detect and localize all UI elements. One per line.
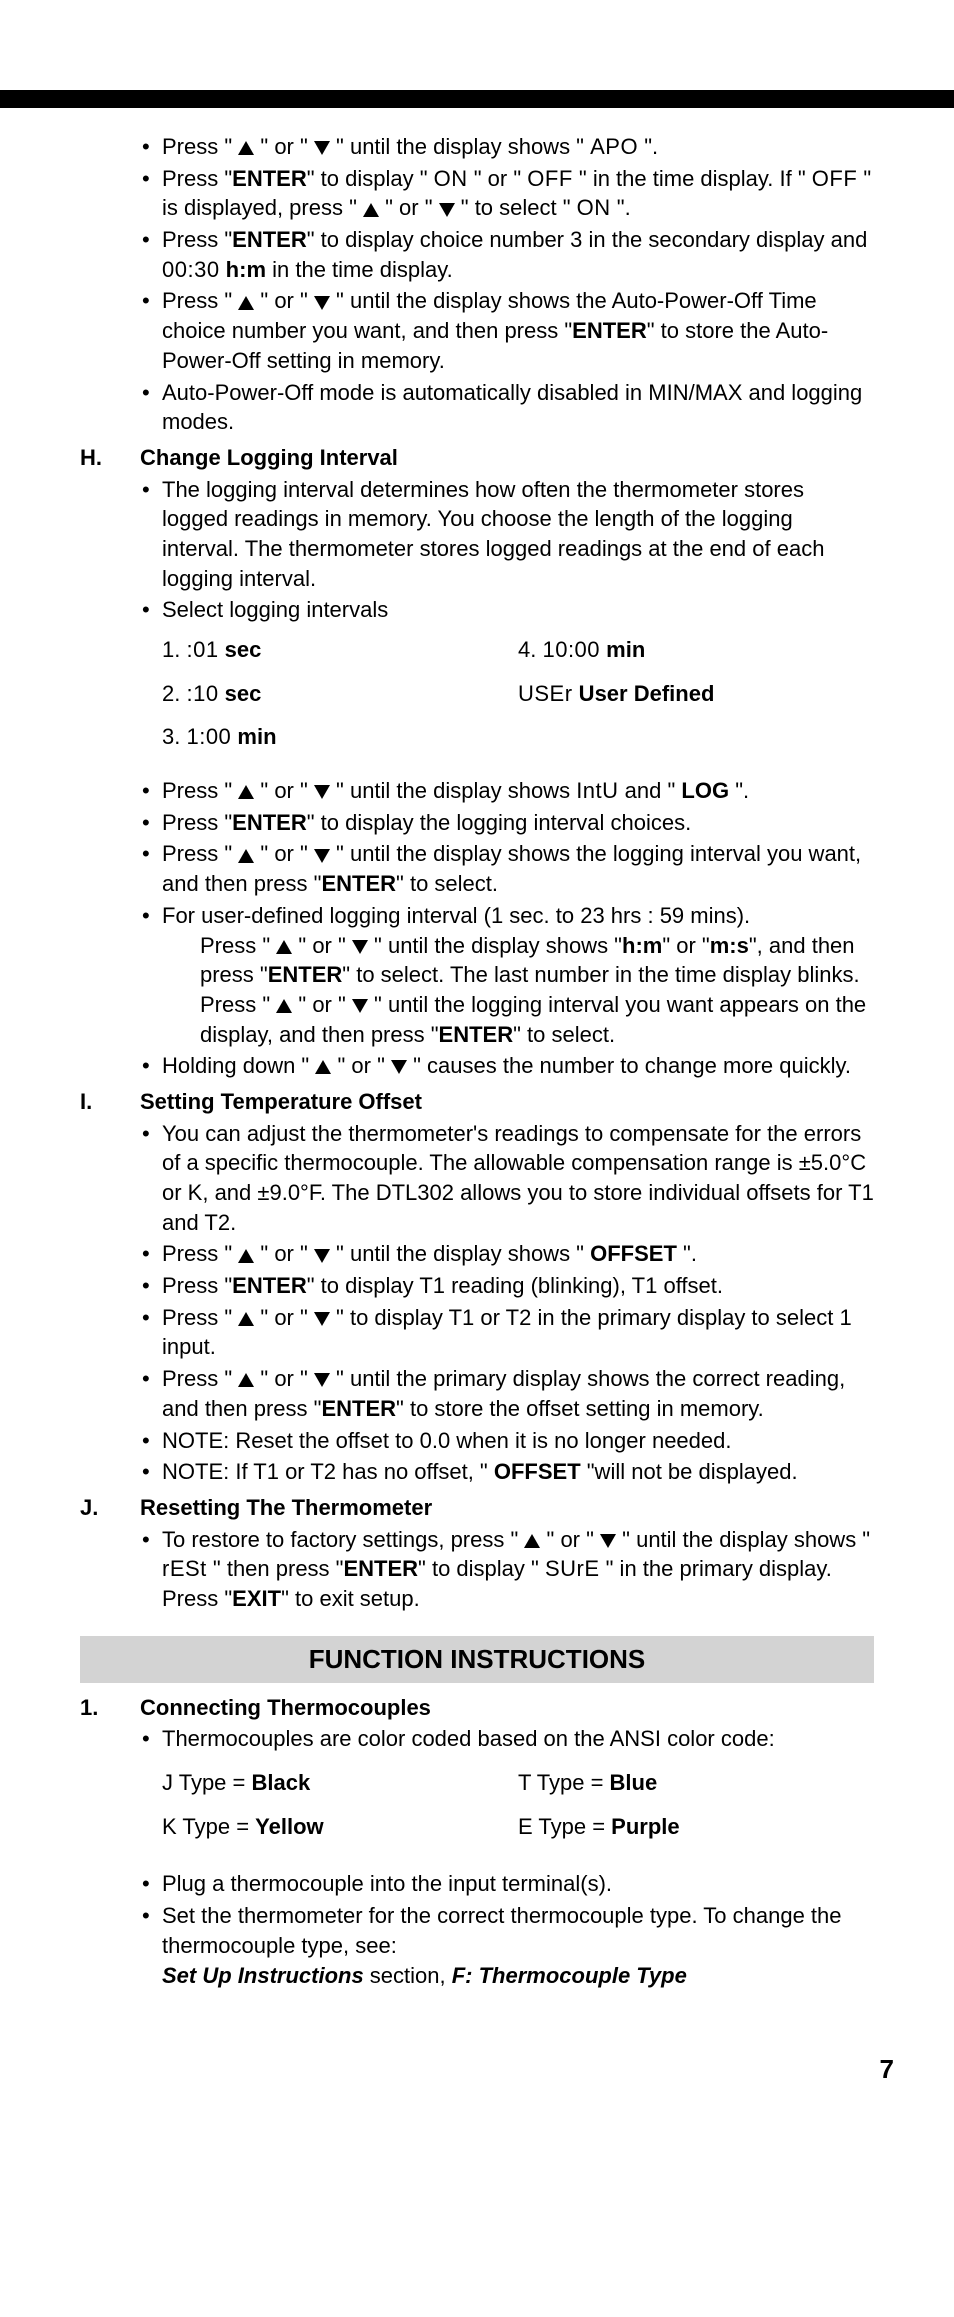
section-title: Resetting The Thermometer <box>140 1493 874 1523</box>
up-icon <box>238 296 254 310</box>
up-icon <box>276 999 292 1013</box>
section-banner: FUNCTION INSTRUCTIONS <box>80 1636 874 1683</box>
bullet: Holding down " " or " " causes the numbe… <box>162 1051 874 1081</box>
bullet: Press "ENTER" to display the logging int… <box>162 808 874 838</box>
up-icon <box>238 849 254 863</box>
section-letter: H. <box>80 443 140 1083</box>
section-letter: J. <box>80 1493 140 1616</box>
up-icon <box>363 203 379 217</box>
down-icon <box>391 1060 407 1074</box>
down-icon <box>439 203 455 217</box>
up-icon <box>315 1060 331 1074</box>
bullet: Press "ENTER" to display T1 reading (bli… <box>162 1271 874 1301</box>
bullet: The logging interval determines how ofte… <box>162 475 874 594</box>
bullet: Press " " or " " until the primary displ… <box>162 1364 874 1423</box>
down-icon <box>314 785 330 799</box>
bullet: Thermocouples are color coded based on t… <box>162 1724 874 1754</box>
bullet: Press " " or " " until the display shows… <box>162 286 874 375</box>
interval-table: 1. :01 sec 2. :10 sec 3. 1:00 min 4. 10:… <box>140 635 874 766</box>
down-icon <box>314 849 330 863</box>
bullet: To restore to factory settings, press " … <box>162 1525 874 1614</box>
up-icon <box>238 141 254 155</box>
bullet: NOTE: If T1 or T2 has no offset, " OFFSE… <box>162 1457 874 1487</box>
bullet: Set the thermometer for the correct ther… <box>162 1901 874 1990</box>
up-icon <box>238 1373 254 1387</box>
bullet: Press " " or " " until the display shows… <box>162 776 874 806</box>
section-number: 1. <box>80 1693 140 1993</box>
down-icon <box>352 940 368 954</box>
up-icon <box>276 940 292 954</box>
section-letter: I. <box>80 1087 140 1489</box>
section-title: Connecting Thermocouples <box>140 1693 874 1723</box>
thermocouple-table: J Type = Black K Type = Yellow T Type = … <box>140 1768 874 1855</box>
bullet: Press " " or " " until the display shows… <box>162 132 874 162</box>
down-icon <box>352 999 368 1013</box>
down-icon <box>314 296 330 310</box>
down-icon <box>314 1249 330 1263</box>
bullet: For user-defined logging interval (1 sec… <box>162 901 874 1049</box>
bullet: Press " " or " " until the display shows… <box>162 839 874 898</box>
down-icon <box>314 1373 330 1387</box>
section-title: Setting Temperature Offset <box>140 1087 874 1117</box>
up-icon <box>524 1534 540 1548</box>
bullet: Press " " or " " until the display shows… <box>162 1239 874 1269</box>
down-icon <box>600 1534 616 1548</box>
page-number: 7 <box>0 2022 954 2127</box>
section-title: Change Logging Interval <box>140 443 874 473</box>
up-icon <box>238 1312 254 1326</box>
bullet: Press "ENTER" to display choice number 3… <box>162 225 874 284</box>
page-content: Press " " or " " until the display shows… <box>0 108 954 2022</box>
bullet: Press "ENTER" to display " ON " or " OFF… <box>162 164 874 223</box>
bullet: You can adjust the thermometer's reading… <box>162 1119 874 1238</box>
down-icon <box>314 141 330 155</box>
up-icon <box>238 785 254 799</box>
down-icon <box>314 1312 330 1326</box>
bullet: Select logging intervals <box>162 595 874 625</box>
bullet: Auto-Power-Off mode is automatically dis… <box>162 378 874 437</box>
bullet: NOTE: Reset the offset to 0.0 when it is… <box>162 1426 874 1456</box>
up-icon <box>238 1249 254 1263</box>
bullet: Press " " or " " to display T1 or T2 in … <box>162 1303 874 1362</box>
header-bar <box>0 90 954 108</box>
bullet: Plug a thermocouple into the input termi… <box>162 1869 874 1899</box>
